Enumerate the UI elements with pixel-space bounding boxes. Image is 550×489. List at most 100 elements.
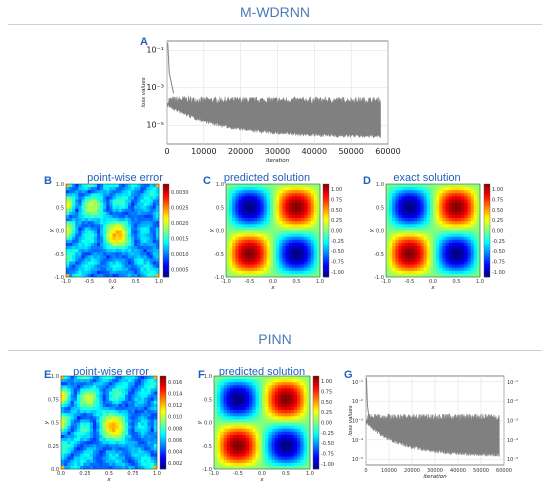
y-tick-label: 10⁻¹: [146, 45, 164, 54]
panel-title-d: exact solution: [393, 172, 461, 184]
x-tick-label: 0.5: [453, 279, 461, 285]
panel-label-e: E: [44, 369, 52, 381]
colorbar-tick-label: -0.75: [331, 260, 344, 266]
y-tick-label: 0.25: [48, 444, 59, 450]
x-axis-label: iteration: [423, 474, 447, 480]
x-tick-label: 1.0: [153, 471, 161, 477]
panel-label-a: A: [140, 36, 148, 48]
heatmap-frame: [60, 375, 158, 470]
colorbar-tick-label: 0.004: [168, 450, 182, 456]
colorbar-tick-label: 0.0030: [171, 190, 189, 196]
y-axis-label: y: [209, 228, 215, 233]
y-tick-label: -1.0: [54, 275, 64, 281]
y-tick-label: 0.0: [216, 229, 224, 235]
colorbar-tick-label: -0.75: [492, 260, 505, 266]
heatmap-cells: [214, 376, 311, 470]
y-axis-label: loss values: [348, 405, 354, 435]
y-tick-label: 0.0: [51, 467, 59, 473]
colorbar-tick-label: 0.016: [168, 380, 182, 386]
colorbar-tick-label: -0.50: [492, 249, 505, 255]
x-axis-label: x: [259, 477, 264, 483]
loss-initial-drop: [365, 377, 371, 427]
x-tick-label: 1.0: [306, 471, 314, 477]
x-tick-label: 0.75: [127, 471, 138, 477]
loss-initial-drop: [167, 42, 175, 94]
section-divider: [8, 24, 542, 25]
colorbar-tick-label: 0.50: [331, 208, 342, 214]
x-tick-label: -0.5: [84, 279, 94, 285]
x-tick-label: 40000: [302, 147, 327, 156]
y-tick-label-right: 10⁻³: [507, 419, 518, 425]
colorbar-tick-label: 0.25: [492, 218, 503, 224]
heatmap-cells: [226, 184, 321, 278]
x-tick-label: 0.25: [79, 471, 90, 477]
x-tick-label: 0.0: [57, 471, 65, 477]
colorbar-tick-label: -0.25: [331, 239, 344, 245]
colorbar-tick-label: -0.50: [331, 249, 344, 255]
colorbar-tick-label: -1.00: [492, 270, 505, 276]
x-tick-label: 1.0: [476, 279, 484, 285]
y-tick-label: 1.0: [216, 182, 224, 188]
colorbar-tick-label: 0.25: [321, 410, 332, 416]
panel-label-d: D: [363, 175, 371, 187]
x-tick-label: -1.0: [209, 471, 219, 477]
y-tick-label: -0.5: [202, 444, 212, 450]
panel-title-c: predicted solution: [223, 172, 311, 184]
panel-label-b: B: [44, 175, 52, 187]
y-tick-label: 0.5: [51, 421, 59, 427]
y-axis-label: loss values: [141, 77, 147, 107]
x-tick-label: 0.5: [132, 279, 140, 285]
y-tick-label: 10⁻⁴: [352, 438, 363, 444]
colorbar-tick-label: -0.25: [492, 239, 505, 245]
x-axis-label: iteration: [266, 158, 290, 164]
x-tick-label: 0.0: [429, 279, 437, 285]
colorbar-frame: [312, 375, 320, 470]
y-tick-label: 10⁻¹: [352, 380, 363, 386]
y-tick-label: 10⁻³: [146, 83, 164, 92]
y-tick-label: -1.0: [202, 467, 212, 473]
panel-label-g: G: [344, 369, 353, 381]
heatmap-cells: [61, 376, 158, 470]
x-tick-label: 60000: [496, 468, 512, 474]
y-tick-label: 10⁻³: [352, 419, 363, 425]
y-tick-label: 0.5: [204, 397, 212, 403]
x-tick-label: 0.0: [109, 279, 117, 285]
panel-title-e: point-wise error: [73, 366, 149, 378]
heatmap-frame: [225, 183, 321, 278]
x-tick-label: -1.0: [221, 279, 231, 285]
x-tick-label: 0: [364, 468, 367, 474]
x-axis-label: x: [110, 285, 115, 291]
x-tick-label: 30000: [427, 468, 443, 474]
section-title-mwdrnn: M-WDRNN: [240, 4, 310, 20]
x-tick-label: 0.5: [282, 471, 290, 477]
colorbar-tick-label: 0.0010: [171, 252, 189, 258]
colorbar-tick-label: -1.00: [331, 270, 344, 276]
y-tick-label-right: 10⁻¹: [507, 380, 518, 386]
heatmap-frame: [213, 375, 311, 470]
y-tick-label: 1.0: [56, 182, 64, 188]
colorbar-tick-label: 0.25: [331, 218, 342, 224]
x-tick-label: 50000: [473, 468, 489, 474]
colorbar-tick-label: 0.002: [168, 461, 182, 467]
x-axis-label: x: [106, 477, 111, 483]
x-tick-label: 0.5: [293, 279, 301, 285]
x-tick-label: 40000: [450, 468, 466, 474]
y-axis-label: y: [369, 228, 375, 233]
heatmap-cells: [66, 184, 160, 278]
y-tick-label: 0.0: [56, 229, 64, 235]
x-tick-label: 0.0: [258, 471, 266, 477]
loss-series: [365, 413, 500, 457]
x-tick-label: 20000: [404, 468, 420, 474]
colorbar-tick-label: 0.010: [168, 415, 182, 421]
y-tick-label: 1.0: [376, 182, 384, 188]
colorbar-tick-label: 0.006: [168, 438, 182, 444]
y-tick-label: 0.5: [216, 205, 224, 211]
y-tick-label: -0.5: [374, 252, 384, 258]
y-tick-label-right: 10⁻⁵: [507, 457, 518, 463]
y-tick-label: -1.0: [374, 275, 384, 281]
y-tick-label-right: 10⁻⁴: [507, 438, 518, 444]
colorbar-tick-label: -0.25: [321, 431, 334, 437]
colorbar-tick-label: -0.50: [321, 441, 334, 447]
x-tick-label: 30000: [265, 147, 290, 156]
